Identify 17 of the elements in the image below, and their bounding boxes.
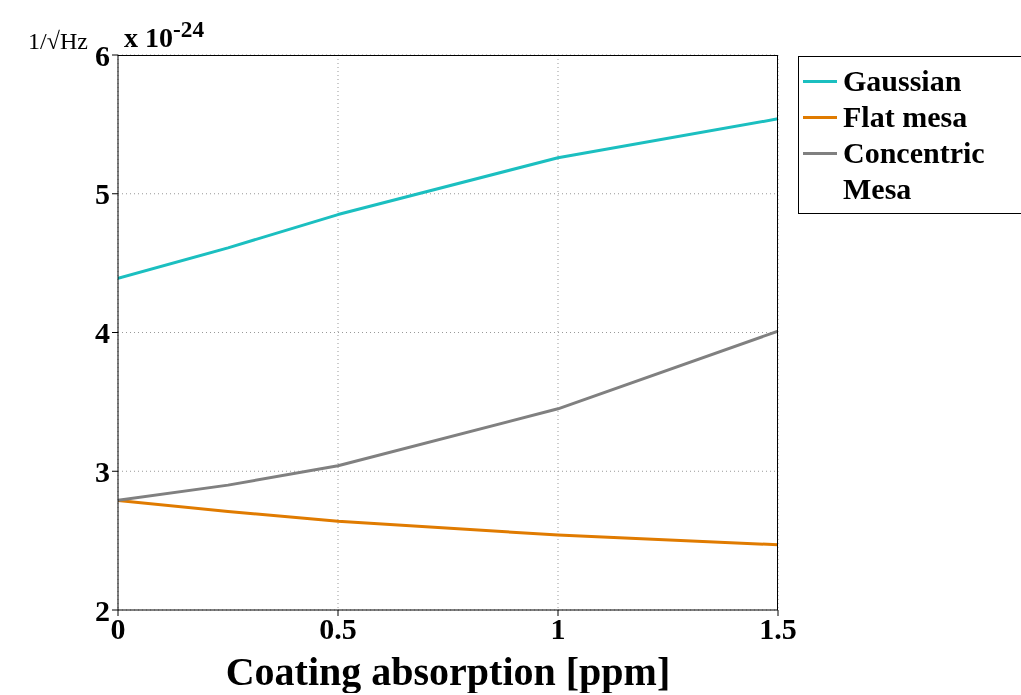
- text: x 10$^{-24}$: [124, 16, 205, 55]
- x-tick-label: 1.5: [759, 612, 797, 646]
- line-series: [118, 498, 778, 547]
- y-tick-label: 3: [95, 454, 110, 488]
- y-tick-label: 5: [95, 177, 110, 211]
- line-series: [118, 329, 778, 502]
- y-axis-title: 1/√Hz: [28, 28, 88, 54]
- x-tick-label: 0.5: [319, 612, 357, 646]
- legend-label: Flat mesa: [843, 99, 969, 135]
- x-tick-label: 1: [550, 612, 566, 646]
- y-tick-label: 6: [95, 38, 110, 72]
- x-tick-label: 0: [110, 612, 126, 646]
- line-series: [118, 117, 778, 280]
- legend-label: Gaussian: [843, 63, 963, 99]
- y-tick-label: 2: [95, 593, 110, 627]
- legend-label: Concentric Mesa: [843, 135, 986, 207]
- y-tick-label: 4: [95, 316, 110, 350]
